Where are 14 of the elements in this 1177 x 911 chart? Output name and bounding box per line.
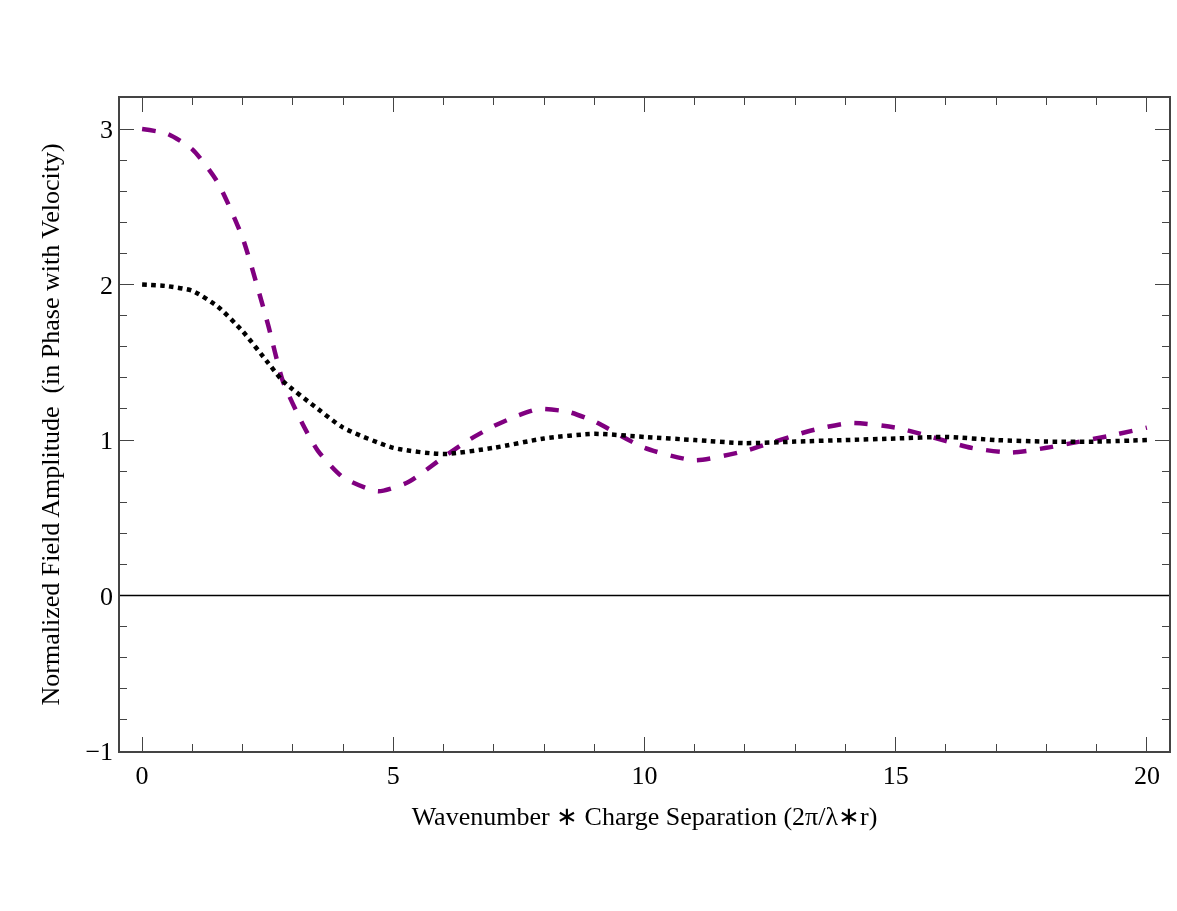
x-axis-title: Wavenumber ∗ Charge Separation (2π/λ∗r) bbox=[411, 802, 878, 832]
line-series bbox=[139, 282, 1150, 457]
y-axis-title: Normalized Field Amplitude (in Phase with Velocity) bbox=[36, 143, 66, 706]
x-tick-label: 5 bbox=[386, 760, 400, 790]
y-tick-label: −1 bbox=[85, 737, 114, 767]
line-series bbox=[139, 126, 1150, 494]
x-tick-label: 0 bbox=[135, 760, 149, 790]
x-tick-label: 15 bbox=[882, 760, 909, 790]
y-tick-label: 1 bbox=[100, 426, 114, 456]
x-tick-label: 10 bbox=[631, 760, 658, 790]
y-tick-label: 3 bbox=[100, 115, 114, 145]
x-tick-label: 20 bbox=[1133, 760, 1160, 790]
y-tick-label: 2 bbox=[100, 270, 114, 300]
y-tick-label: 0 bbox=[100, 581, 114, 611]
